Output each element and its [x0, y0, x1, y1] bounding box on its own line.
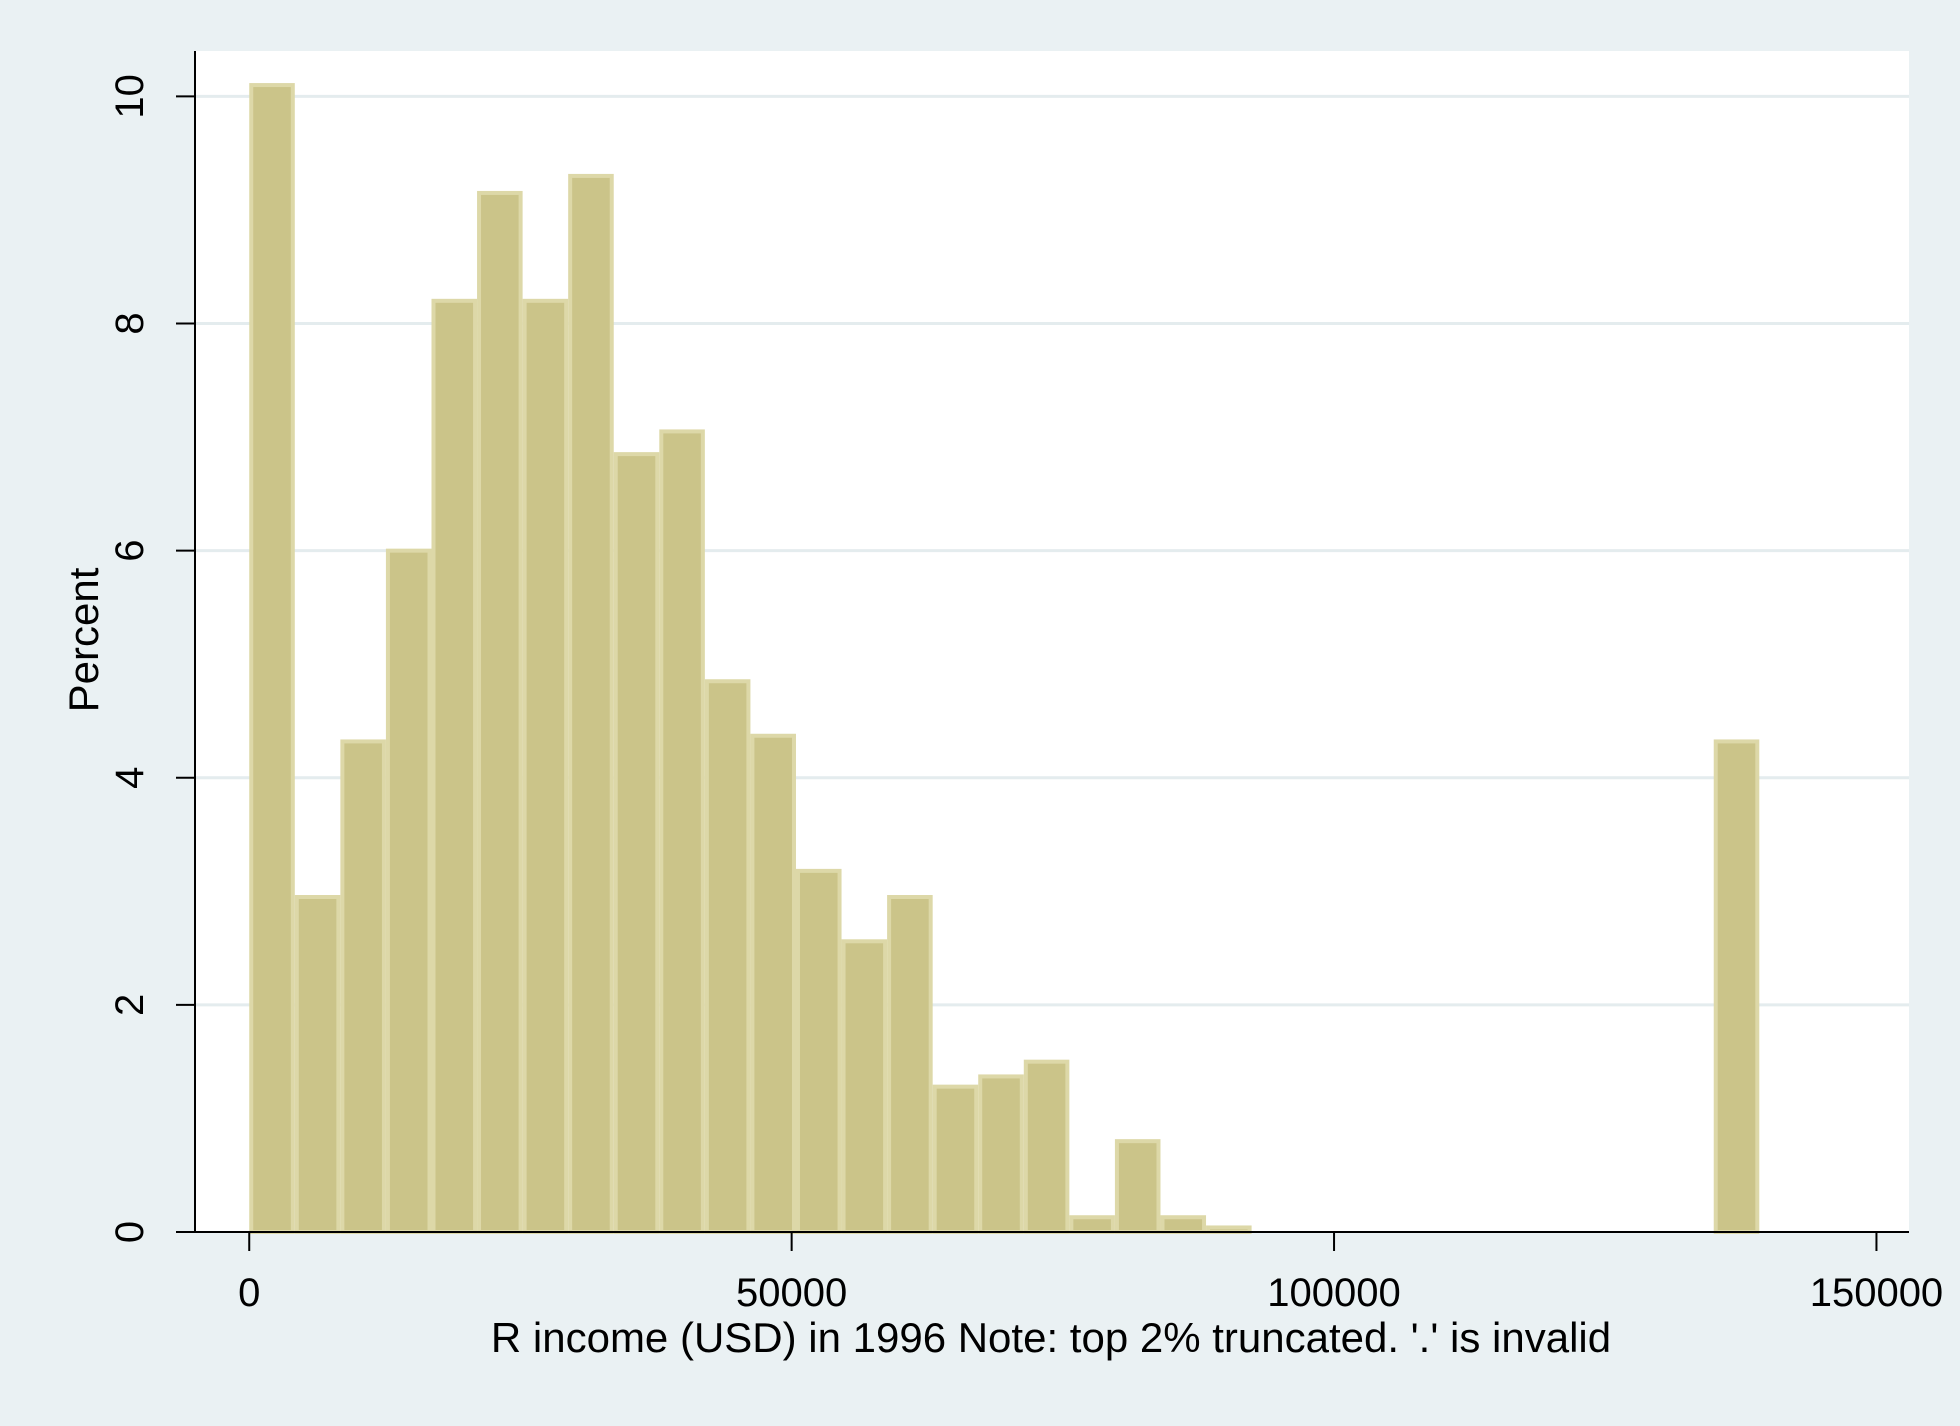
histogram-bar-16: [978, 1074, 1024, 1234]
histogram-bar-15: [932, 1084, 979, 1234]
y-axis-title: Percent: [60, 567, 107, 712]
histogram-bar-4: [431, 298, 478, 1235]
y-axis-ticks: 0 2 4 6 8 10: [108, 74, 195, 1243]
x-axis-title: R income (USD) in 1996 Note: top 2% trun…: [491, 1314, 1611, 1361]
histogram-bar-7: [568, 173, 614, 1235]
y-tick-label-3: 6: [108, 540, 152, 562]
histogram-bar-11: [750, 733, 796, 1234]
y-tick-label-1: 2: [108, 994, 152, 1016]
x-tick-label-1: 50000: [736, 1271, 847, 1315]
histogram-bar-12: [795, 868, 842, 1234]
histogram-bar-18: [1069, 1215, 1115, 1235]
histogram-bar-9: [659, 429, 705, 1234]
histogram-bar-3: [385, 548, 432, 1234]
histogram-bar-14: [887, 895, 933, 1234]
histogram-bar-10: [704, 679, 751, 1234]
histogram-bar-6: [522, 298, 569, 1235]
x-axis-ticks: 0 50000 100000 150000: [238, 1232, 1943, 1315]
histogram-bar-17: [1023, 1059, 1070, 1234]
x-tick-label-2: 100000: [1267, 1271, 1400, 1315]
histogram-bar-8: [613, 452, 660, 1234]
histogram-bar-0: [249, 83, 295, 1235]
histogram-bar-19: [1114, 1139, 1161, 1234]
y-tick-label-0: 0: [108, 1221, 152, 1243]
histogram-bar-1: [294, 895, 341, 1234]
histogram-bar-5: [477, 190, 523, 1234]
histogram-bar-20: [1160, 1215, 1207, 1235]
histogram-bars: [249, 83, 1760, 1235]
histogram-bar-22: [1713, 739, 1760, 1235]
x-tick-label-0: 0: [238, 1271, 260, 1315]
histogram-bar-2: [340, 739, 386, 1235]
histogram-bar-13: [841, 939, 888, 1234]
y-tick-label-4: 8: [108, 312, 152, 334]
y-tick-label-5: 10: [108, 74, 152, 119]
y-tick-label-2: 4: [108, 767, 152, 789]
x-tick-label-3: 150000: [1810, 1271, 1943, 1315]
